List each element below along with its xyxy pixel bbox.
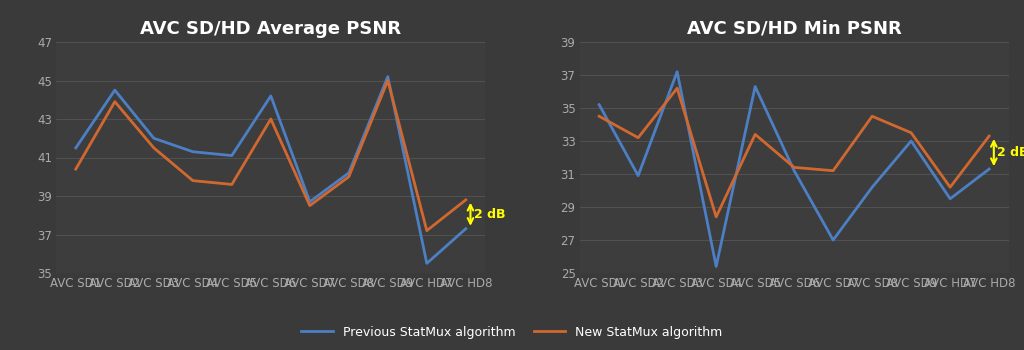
Title: AVC SD/HD Average PSNR: AVC SD/HD Average PSNR [140,20,401,38]
Legend: Previous StatMux algorithm, New StatMux algorithm: Previous StatMux algorithm, New StatMux … [296,321,728,344]
Title: AVC SD/HD Min PSNR: AVC SD/HD Min PSNR [687,20,901,38]
Text: 2 dB: 2 dB [473,208,505,221]
Text: 2 dB: 2 dB [997,146,1024,159]
